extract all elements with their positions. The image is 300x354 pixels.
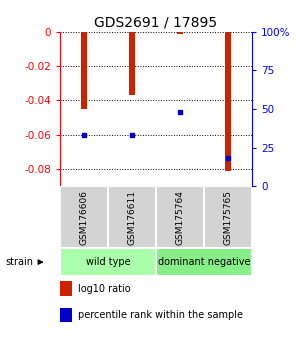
Bar	[204, 186, 252, 248]
Text: GSM176606: GSM176606	[80, 190, 88, 245]
Bar	[129, 32, 135, 95]
Bar	[108, 186, 156, 248]
Bar	[81, 32, 87, 109]
Text: strain: strain	[5, 257, 33, 267]
Text: GSM176611: GSM176611	[128, 190, 136, 245]
Bar	[60, 186, 108, 248]
Bar	[225, 32, 231, 171]
Bar	[177, 32, 183, 34]
Bar	[156, 186, 204, 248]
Text: wild type: wild type	[86, 257, 130, 267]
Bar	[60, 248, 156, 276]
Text: percentile rank within the sample: percentile rank within the sample	[78, 310, 243, 320]
Bar	[156, 248, 252, 276]
Text: GSM175765: GSM175765	[224, 190, 232, 245]
Title: GDS2691 / 17895: GDS2691 / 17895	[94, 15, 218, 29]
Text: log10 ratio: log10 ratio	[78, 284, 130, 293]
Text: GSM175764: GSM175764	[176, 190, 184, 245]
Text: dominant negative: dominant negative	[158, 257, 250, 267]
